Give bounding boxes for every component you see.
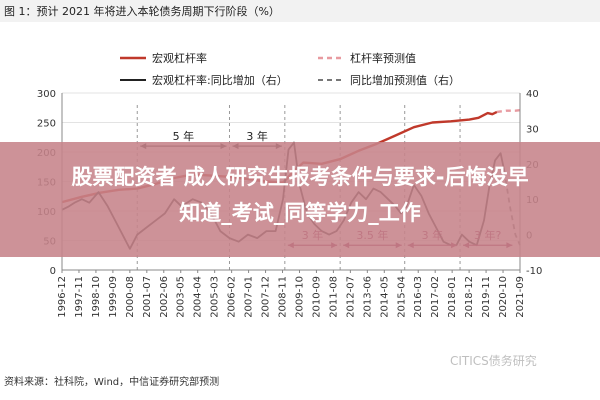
x-tick-label-10: 2006-02 [227, 276, 238, 318]
x-tick-label-25: 2019-11 [481, 276, 492, 318]
x-tick-label-17: 2012-07 [345, 276, 356, 318]
header-bar [0, 0, 600, 22]
span-label-1: 3 年 [246, 129, 268, 143]
overlay-line-1: 股票配资者 成人研究生报考条件与要求-后悔没早 [71, 165, 529, 189]
x-tick-label-12: 2007-12 [261, 276, 272, 318]
y2-tick-label-0: -10 [526, 266, 542, 277]
x-tick-label-22: 2017-02 [430, 276, 441, 318]
x-tick-label-7: 2003-05 [176, 276, 187, 318]
x-tick-label-23: 2018-01 [447, 276, 458, 318]
x-tick-label-19: 2014-05 [379, 276, 390, 318]
chart-title: 图 1：预计 2021 年将进入本轮债务周期下行阶段（%） [4, 4, 280, 18]
legend-label-yoy-forecast: 同比增加预测值（右） [350, 73, 460, 87]
x-tick-label-11: 2007-01 [244, 276, 255, 318]
x-tick-label-3: 1999-09 [108, 276, 119, 318]
x-tick-label-8: 2004-04 [193, 276, 204, 318]
x-tick-label-24: 2018-12 [464, 276, 475, 318]
x-tick-label-21: 2016-03 [413, 276, 424, 318]
source-note: 资料来源：社科院，Wind，中信证券研究部预测 [4, 375, 219, 388]
legend: 宏观杠杆率 杠杆率预测值 宏观杠杆率:同比增加（右） 同比增加预测值（右） [120, 51, 460, 87]
x-tick-label-13: 2008-11 [278, 276, 289, 318]
y2-tick-label-5: 40 [526, 89, 539, 100]
y-tick-label-0: 0 [50, 266, 56, 277]
y2-tick-label-4: 30 [526, 124, 539, 135]
overlay-banner: 股票配资者 成人研究生报考条件与要求-后悔没早 知道_考试_同等学力_工作 [0, 142, 600, 257]
x-tick-label-1: 1997-11 [74, 276, 85, 318]
x-tick-label-26: 2020-10 [498, 276, 509, 318]
x-tick-label-15: 2010-09 [311, 276, 322, 318]
y-tick-label-6: 300 [37, 89, 56, 100]
watermark: CITICS债务研究 [450, 354, 537, 368]
x-tick-label-14: 2009-10 [294, 276, 305, 318]
legend-label-yoy: 宏观杠杆率:同比增加（右） [152, 73, 288, 87]
x-tick-label-6: 2002-06 [159, 276, 170, 318]
span-label-0: 5 年 [173, 129, 195, 143]
legend-label-leverage: 宏观杠杆率 [152, 51, 207, 65]
x-tick-label-0: 1996-12 [57, 276, 68, 318]
x-tick-label-18: 2013-06 [362, 276, 373, 318]
x-tick-label-4: 2000-08 [125, 276, 136, 318]
x-tick-label-27: 2021-09 [515, 276, 526, 318]
x-tick-label-20: 2015-04 [396, 276, 407, 318]
overlay-line-2: 知道_考试_同等学力_工作 [179, 201, 421, 225]
y-tick-label-5: 250 [37, 119, 56, 130]
x-tick-label-2: 1998-10 [91, 276, 102, 318]
legend-label-leverage-forecast: 杠杆率预测值 [350, 51, 416, 65]
x-tick-label-9: 2005-03 [210, 276, 221, 318]
series-line-1 [496, 108, 521, 114]
x-tick-label-5: 2001-07 [142, 276, 153, 318]
x-tick-label-16: 2011-08 [328, 276, 339, 318]
